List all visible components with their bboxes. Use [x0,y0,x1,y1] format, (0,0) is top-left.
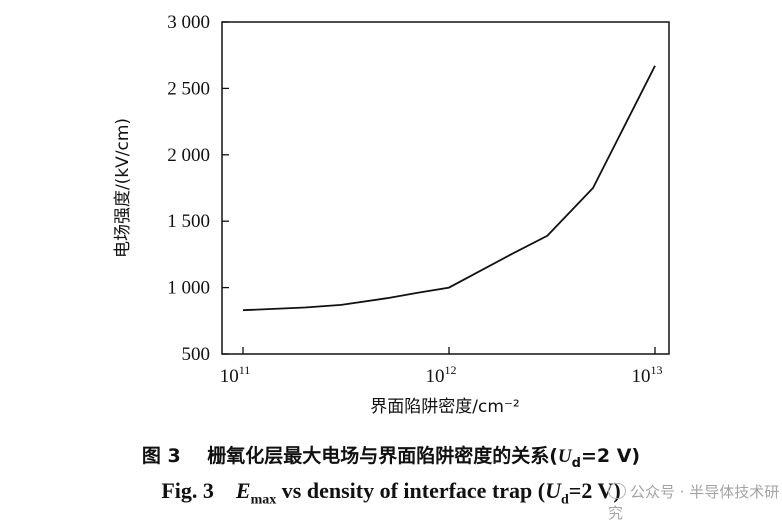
x-axis-title: 界面陷阱密度/cm⁻² [370,397,519,417]
y-tick-label: 500 [182,344,211,365]
caption-cn-symbol: U [557,446,572,467]
caption-chinese: 图 3 栅氧化层最大电场与界面陷阱密度的关系(Ud=2 V) [0,441,782,471]
caption-cn-subscript: d [571,455,581,471]
y-tick-label: 1 500 [167,211,210,232]
x-tick-label: 1013 [632,363,663,387]
caption-en-number: Fig. 3 [161,478,214,503]
x-axis-ticks: 1011 1012 1013 [220,347,663,387]
caption-en-symbol-2: U [545,478,561,503]
caption-en-symbol: E [235,478,251,503]
y-tick-label: 2 000 [167,145,210,166]
plot-frame [221,21,670,355]
y-axis-ticks: 500 1 000 1 500 2 000 2 500 3 000 [167,12,229,365]
y-tick-label: 2 500 [167,78,210,99]
caption-en-subscript: max [250,492,277,508]
caption-cn-end: =2 V) [580,445,641,467]
wechat-icon [608,483,626,499]
watermark-text: 公众号 · 半导体技术研究 [608,483,780,522]
y-tick-label: 3 000 [167,12,210,33]
y-axis-title: 电场强度/(kV/cm) [113,118,133,258]
watermark: 公众号 · 半导体技术研究 [608,481,782,523]
x-tick-label: 1012 [426,363,457,387]
caption-en-text: vs density of interface trap ( [276,478,546,503]
caption-cn-text: 栅氧化层最大电场与界面陷阱密度的关系( [207,445,558,467]
x-tick-label: 1011 [220,363,251,387]
series-line [242,65,656,312]
caption-en-subscript-2: d [561,492,569,508]
caption-english: Fig. 3 Emax vs density of interface trap… [0,478,782,508]
caption-cn-number: 图 3 [141,445,181,467]
y-tick-label: 1 000 [167,278,210,299]
